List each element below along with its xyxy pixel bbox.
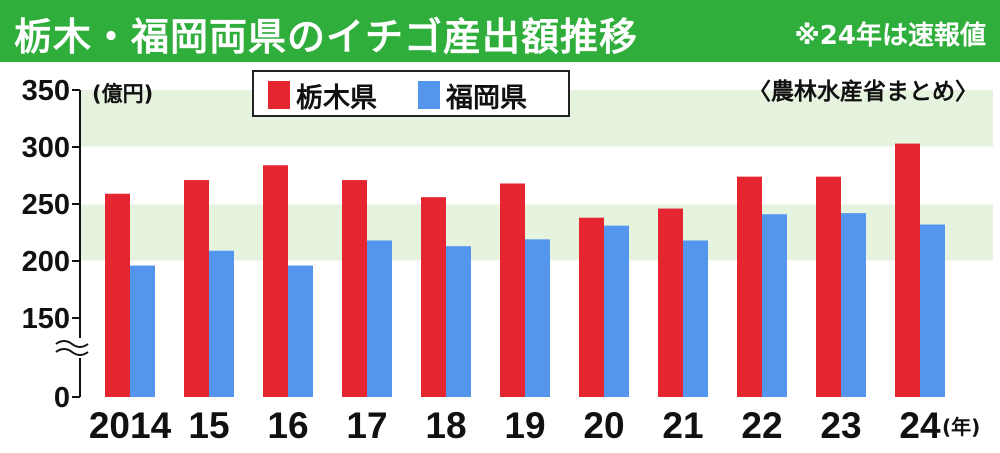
x-tick-label-17: 17 [346,405,387,446]
x-tick-label-24: 24 [899,405,941,446]
x-tick-label-22: 22 [741,405,782,446]
y-tick-label-350: 350 [22,75,70,107]
bar-fukuoka-21 [683,240,708,397]
bar-tochigi-21 [658,208,683,397]
bar-fukuoka-22 [762,214,787,397]
x-tick-label-18: 18 [425,405,466,446]
y-tick-label-0: 0 [54,382,70,414]
x-tick-label-23: 23 [820,405,861,446]
bar-tochigi-17 [342,180,367,397]
y-axis-unit: (億円) [92,82,153,106]
x-tick-label-19: 19 [504,405,545,446]
legend-label-tochigi: 栃木県 [296,82,377,114]
x-tick-label-2014: 2014 [89,405,172,446]
y-tick-label-200: 200 [22,246,70,278]
bar-tochigi-16 [263,165,288,397]
bar-fukuoka-17 [367,240,392,397]
bar-fukuoka-20 [604,225,629,397]
axis-break-mark [55,340,89,356]
legend-item-fukuoka: 福岡県 [418,78,527,114]
bar-tochigi-20 [579,217,604,397]
legend-swatch-fukuoka [418,81,440,109]
legend: 栃木県 福岡県 [252,70,570,117]
x-tick-label-15: 15 [188,405,229,446]
bar-fukuoka-23 [841,213,866,397]
bar-fukuoka-16 [288,265,313,397]
y-tick-label-150: 150 [22,303,70,335]
bar-fukuoka-15 [209,250,234,397]
y-tick-label-250: 250 [22,189,70,221]
title-bar: 栃木・福岡両県のイチゴ産出額推移 ※24年は速報値 [0,0,1000,65]
preliminary-note: ※24年は速報値 [794,21,986,51]
x-axis-unit: (年) [942,415,980,439]
bar-tochigi-15 [184,180,209,397]
bar-tochigi-2014 [105,193,130,397]
legend-item-tochigi: 栃木県 [268,78,377,114]
bar-tochigi-22 [737,176,762,397]
x-tick-label-20: 20 [583,405,624,446]
legend-label-fukuoka: 福岡県 [446,82,527,114]
bar-tochigi-23 [816,176,841,397]
bar-tochigi-19 [500,183,525,397]
legend-swatch-tochigi [268,81,290,109]
y-tick-label-300: 300 [22,132,70,164]
bar-tochigi-18 [421,197,446,397]
bar-fukuoka-19 [525,239,550,397]
x-tick-label-16: 16 [267,405,308,446]
bar-tochigi-24 [895,143,920,397]
bar-fukuoka-24 [920,224,945,397]
source-label: 〈農林水産省まとめ〉 [748,79,978,105]
chart-title: 栃木・福岡両県のイチゴ産出額推移 [14,15,639,59]
x-tick-label-21: 21 [662,405,703,446]
bar-fukuoka-2014 [130,265,155,397]
bar-fukuoka-18 [446,246,471,397]
